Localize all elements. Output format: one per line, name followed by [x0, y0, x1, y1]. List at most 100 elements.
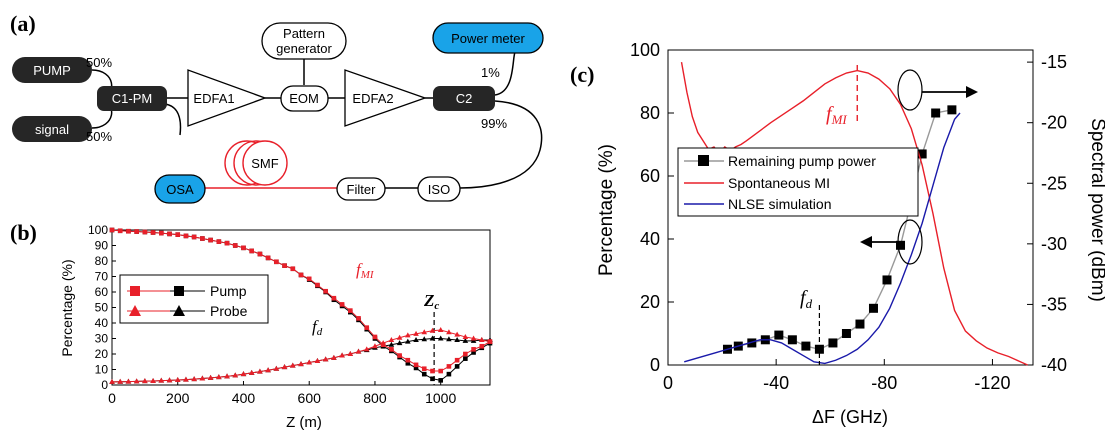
b-point — [273, 365, 280, 371]
b-point — [446, 371, 452, 377]
b-point — [355, 348, 362, 354]
b-point — [322, 356, 329, 362]
b-series-line-2 — [111, 338, 490, 383]
b-point — [339, 302, 345, 307]
smf-spool: SMF — [224, 140, 288, 186]
signal-source — [12, 116, 92, 142]
edfa1-amplifier — [187, 69, 267, 127]
chart-b-legend: Pump Probe — [119, 274, 269, 324]
b-xtick-label-1: 200 — [166, 390, 190, 406]
b-point — [462, 333, 469, 339]
b-point — [166, 377, 173, 383]
c-ytick-left-label-4: 80 — [640, 103, 660, 123]
legend-remaining-pump: Remaining pump power — [728, 153, 876, 169]
b-point — [167, 231, 172, 237]
b-point — [470, 335, 477, 341]
b-point — [454, 337, 460, 343]
b-point — [446, 336, 452, 342]
b-point — [339, 352, 345, 358]
b-point — [174, 377, 181, 383]
b-point — [257, 368, 263, 374]
b-point — [364, 325, 370, 330]
chart-b-xlabel: Z (m) — [286, 414, 322, 431]
b-point — [396, 334, 403, 340]
b-point — [248, 369, 255, 375]
b-point — [372, 334, 378, 340]
b-point — [389, 347, 394, 352]
chart-c-ylabel-left: Percentage (%) — [596, 144, 617, 276]
chart-b-ylabel: Percentage (%) — [59, 259, 75, 356]
legend-pump-red-marker — [130, 286, 140, 296]
b-ytick-label-5: 50 — [95, 301, 109, 315]
c-ytick-right-label-1: -35 — [1041, 294, 1067, 314]
b-point — [126, 228, 131, 234]
b-point — [331, 354, 337, 360]
b-xtick-label-5: 1000 — [425, 390, 456, 406]
setup-schematic: (a) PUMP 50% signal 50% C1-PM EDFA1 Patt… — [10, 11, 544, 204]
b-point — [438, 378, 443, 383]
chart-c: (c) 0 -40 -80 -120 0 20 40 60 80 100 -40 -35 -30 -25 -… — [570, 40, 1105, 427]
c-xtick-label-0: 0 — [663, 373, 673, 393]
b-point — [314, 357, 321, 363]
c-series-0 — [722, 105, 957, 354]
osa-analyzer — [154, 174, 206, 204]
c-ytick-right-label-4: -20 — [1041, 113, 1067, 133]
c-point — [947, 105, 957, 115]
c-point — [828, 338, 838, 348]
iso-label: ISO — [428, 182, 450, 197]
b-point — [348, 308, 353, 313]
chart-c-legend: Remaining pump power Spontaneous MI NLSE… — [677, 147, 919, 217]
signal-split-label: 50% — [86, 129, 112, 144]
eom-modulator — [280, 85, 329, 112]
c-ytick-left-label-0: 0 — [650, 355, 660, 375]
c-ytick-right-label-0: -40 — [1041, 355, 1067, 375]
b-point — [462, 337, 469, 343]
b-series-3 — [109, 326, 493, 384]
ellipse-right-axis — [897, 69, 923, 111]
osa-label: OSA — [166, 182, 194, 197]
b-point — [298, 361, 304, 367]
b-point — [249, 248, 254, 254]
fiber-c2-powermeter — [494, 51, 516, 96]
chart-c-frame — [667, 49, 1034, 366]
c-ytick-left-label-1: 20 — [640, 292, 660, 312]
b-point — [109, 378, 115, 384]
b-ytick-label-4: 40 — [95, 316, 109, 330]
b-point — [421, 371, 427, 377]
b-point — [413, 330, 419, 336]
b-point — [232, 372, 239, 378]
b-point — [372, 343, 378, 349]
c-ytick-left-label-5: 100 — [630, 40, 660, 60]
b-point — [142, 378, 148, 384]
b-point — [323, 288, 328, 294]
b-point — [479, 343, 485, 349]
edfa2-amplifier — [344, 69, 427, 127]
b-point — [265, 255, 271, 261]
filter-label: Filter — [347, 182, 377, 197]
c-series-2 — [684, 112, 961, 365]
arrow-left-head — [860, 236, 872, 248]
b-point — [117, 378, 124, 384]
b-ytick-label-1: 10 — [95, 363, 109, 377]
b-point — [199, 375, 206, 381]
b-xtick-label-2: 400 — [232, 390, 256, 406]
b-point — [446, 364, 452, 369]
edfa2-label: EDFA2 — [352, 91, 393, 106]
fiber-c2-iso — [459, 100, 543, 189]
c-point — [868, 303, 878, 313]
tap-99pct-label: 99% — [481, 116, 507, 131]
pump-label: PUMP — [33, 63, 71, 78]
b-point — [437, 326, 444, 332]
b-point — [216, 239, 222, 244]
legend-pump-black-marker — [174, 286, 184, 296]
b-point — [471, 350, 476, 355]
legend-nlse: NLSE simulation — [728, 196, 832, 212]
b-ytick-label-10: 100 — [88, 223, 108, 237]
b-point — [356, 316, 361, 321]
c-ytick-right-label-5: -15 — [1041, 52, 1067, 72]
coupler-c2-label: C2 — [456, 91, 473, 106]
b-xtick-label-4: 800 — [363, 390, 387, 406]
c-point — [841, 329, 851, 338]
b-point — [429, 335, 436, 341]
b-ytick-label-0: 0 — [101, 378, 108, 392]
